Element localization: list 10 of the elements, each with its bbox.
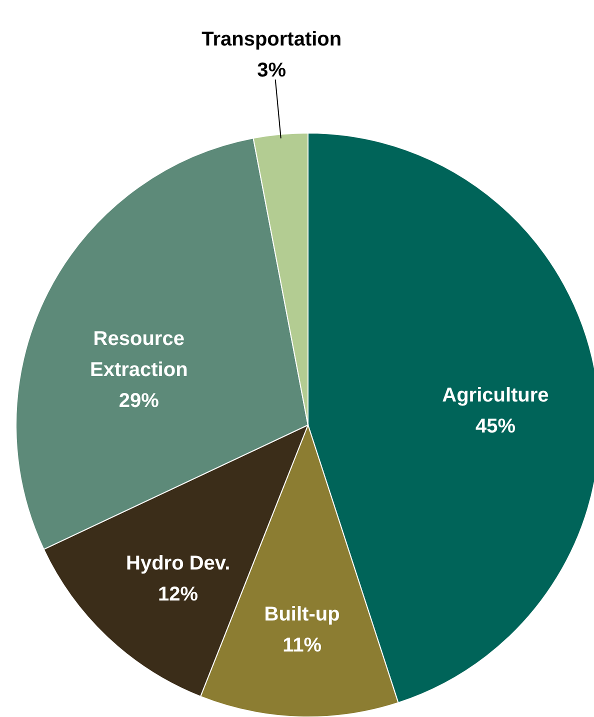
slice-label: Built-up <box>264 604 340 626</box>
slice-label: Transportation <box>202 28 342 51</box>
data-label: 12% <box>158 583 198 606</box>
data-label: 29% <box>118 390 160 412</box>
slice-label: Resource Extraction <box>90 328 188 381</box>
data-label: 45% <box>475 415 516 438</box>
slice-label: Hydro Dev. <box>126 552 230 574</box>
data-label: 3% <box>257 60 286 82</box>
data-label: 11% <box>282 634 322 657</box>
slice-label: Agriculture <box>442 384 549 406</box>
